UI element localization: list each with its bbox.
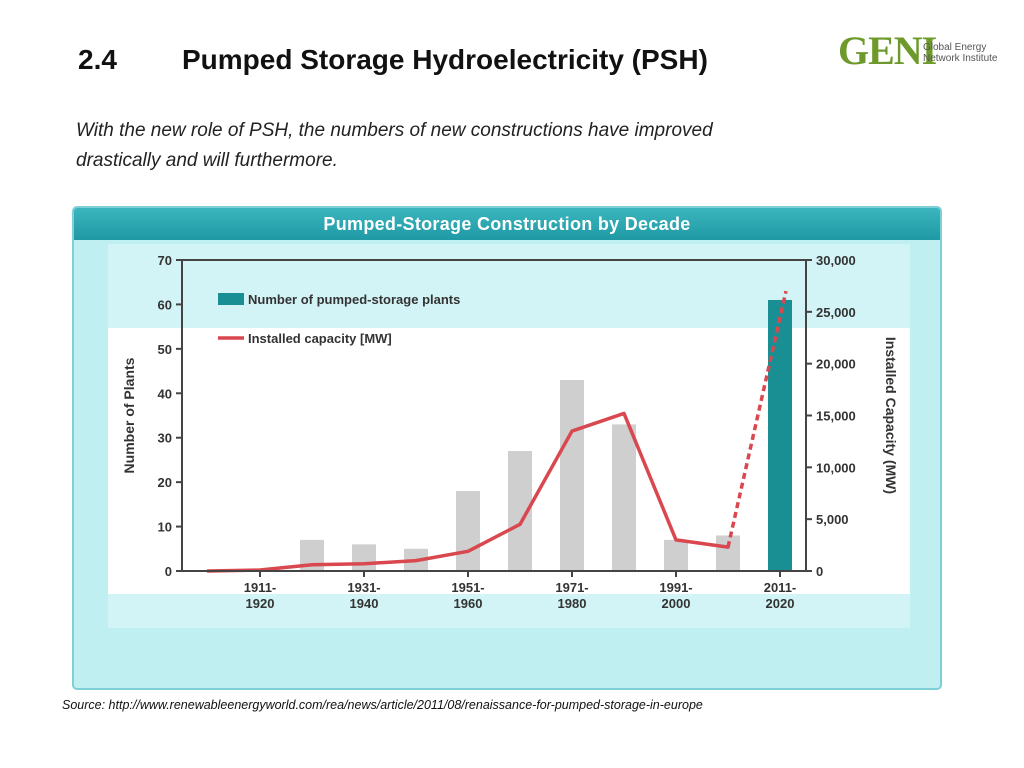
x-tick-label-line1: 1971-: [555, 580, 588, 595]
x-tick-label-line2: 1960: [454, 596, 483, 611]
left-tick-label: 50: [158, 342, 172, 357]
bar-1990s: [664, 539, 688, 571]
y2-axis-title: Installed Capacity (MW): [883, 337, 899, 494]
capacity-line: [206, 411, 730, 573]
left-tick-label: 20: [158, 475, 172, 490]
capacity-line-group: [206, 290, 788, 573]
left-tick-label: 30: [158, 431, 172, 446]
bar-1930s: [352, 544, 376, 571]
bars-group: [300, 299, 792, 571]
x-tick-label-line1: 1991-: [659, 580, 692, 595]
left-tick-label: 40: [158, 386, 172, 401]
bar-1980s: [612, 424, 636, 571]
x-tick-label-line2: 2000: [662, 596, 691, 611]
right-tick-label: 10,000: [816, 460, 856, 475]
x-tick-label-line2: 1940: [350, 596, 379, 611]
right-tick-label: 5,000: [816, 512, 849, 527]
capacity-projection-line: [726, 290, 788, 548]
legend-label-plants: Number of pumped-storage plants: [248, 292, 460, 307]
right-tick-label: 0: [816, 564, 823, 579]
chart-header: Pumped-Storage Construction by Decade: [74, 208, 940, 240]
x-tick-label-line2: 2020: [766, 596, 795, 611]
logo-text: Global Energy Network Institute: [923, 42, 997, 64]
left-tick-label: 70: [158, 253, 172, 268]
chart-title: Pumped-Storage Construction by Decade: [323, 214, 691, 234]
legend-label-capacity: Installed capacity [MW]: [248, 331, 392, 346]
right-tick-label: 15,000: [816, 409, 856, 424]
x-tick-label-line1: 1931-: [347, 580, 380, 595]
right-tick-label: 25,000: [816, 305, 856, 320]
x-tick-label-line2: 1980: [558, 596, 587, 611]
slide-title: Pumped Storage Hydroelectricity (PSH): [182, 44, 708, 75]
right-tick-label: 20,000: [816, 357, 856, 372]
left-tick-label: 10: [158, 520, 172, 535]
chart-frame: Pumped-Storage Construction by Decade 0 1…: [72, 206, 942, 690]
bar-1950s: [456, 491, 480, 571]
left-tick-label: 60: [158, 297, 172, 312]
x-tick-label-line1: 1951-: [451, 580, 484, 595]
bar-2000s: [716, 535, 740, 571]
geni-logo: GENI Global Energy Network Institute: [838, 30, 1008, 76]
logo-line-1: Global Energy: [923, 42, 987, 53]
bar-1970s: [560, 379, 584, 571]
source-citation: Source: http://www.renewableenergyworld.…: [62, 698, 703, 712]
y-axis-title: Number of Plants: [121, 357, 137, 473]
logo-line-2: Network Institute: [923, 53, 998, 64]
bar-2010s: [768, 299, 792, 571]
x-tick-label-line1: 2011-: [764, 580, 797, 595]
right-tick-label: 30,000: [816, 253, 856, 268]
chart-svg: 0 10 20 30 40 50 60 70 0 5,000 10,000 15,000 20,000 2…: [121, 253, 899, 611]
section-number: 2.4: [78, 44, 117, 75]
axes-group: 0 10 20 30 40 50 60 70 0 5,000 10,000 15,000 20,000 2…: [121, 253, 899, 611]
logo-mark: GENI: [838, 28, 937, 73]
plot-bottom-band: [108, 594, 910, 628]
legend-swatch-plants: [218, 293, 244, 305]
x-tick-label-line1: 1911-: [244, 580, 277, 595]
slide-subtitle: With the new role of PSH, the numbers of…: [76, 120, 713, 171]
x-tick-label-line2: 1920: [246, 596, 275, 611]
legend-group: Number of pumped-storage plants Installed…: [218, 292, 460, 346]
left-tick-label: 0: [165, 564, 172, 579]
